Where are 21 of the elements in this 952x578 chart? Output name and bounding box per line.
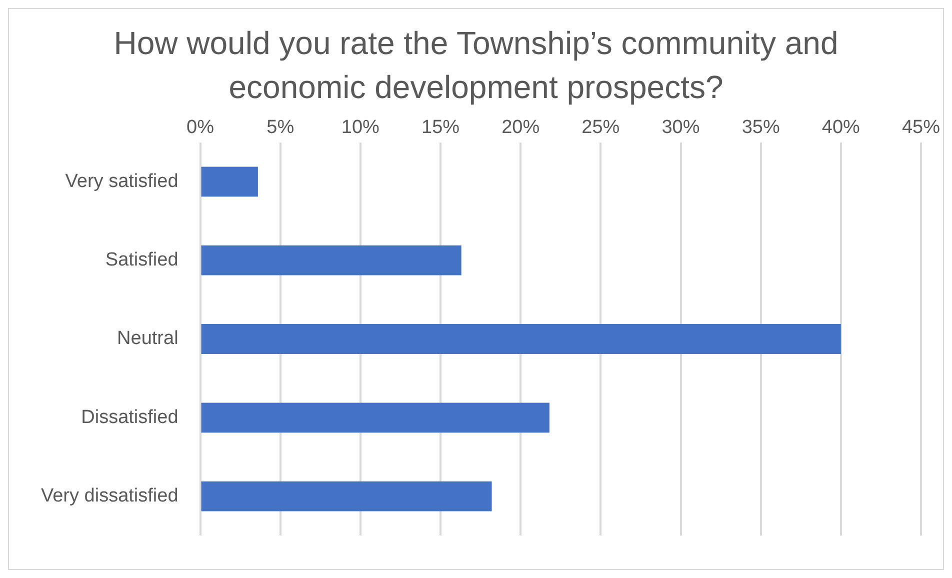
x-tick-label: 45% [902, 117, 940, 138]
x-tick-label: 30% [662, 117, 700, 138]
bar [201, 481, 492, 512]
x-tick-label: 10% [341, 117, 380, 138]
x-tick-label: 35% [742, 117, 780, 138]
chart-title: How would you rate the Township’s community and economic development prospects? [112, 24, 840, 107]
x-tick-label: 0% [186, 117, 214, 138]
x-tick-label: 20% [502, 117, 540, 138]
x-tick-label: 40% [822, 117, 860, 138]
bar [201, 166, 258, 197]
y-tick-label: Very satisfied [65, 170, 178, 192]
bar [201, 402, 550, 433]
y-tick-label: Satisfied [105, 250, 178, 271]
x-tick-label: 25% [582, 117, 620, 138]
y-tick-label: Neutral [117, 328, 178, 350]
y-tick-label: Very dissatisfied [40, 486, 178, 507]
bar [201, 324, 841, 354]
x-tick-label: 15% [422, 117, 460, 138]
bar [201, 245, 462, 276]
y-tick-label: Dissatisfied [81, 406, 178, 428]
x-tick-label: 5% [266, 117, 294, 138]
